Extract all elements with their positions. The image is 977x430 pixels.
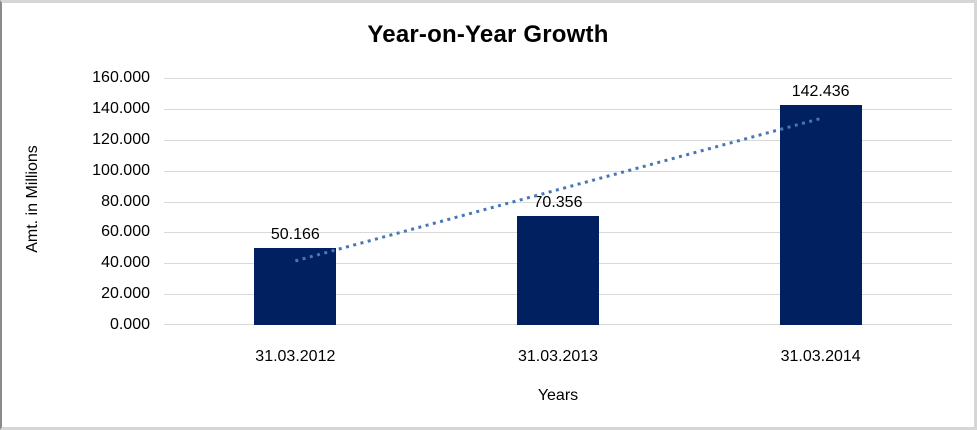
y-tick-label: 60.000 (101, 223, 150, 241)
chart-title: Year-on-Year Growth (367, 21, 609, 48)
x-tick-label: 31.03.2014 (780, 348, 861, 365)
gridline (164, 201, 952, 203)
gridline (164, 108, 952, 110)
y-axis-title-text: Amt. in Millions (24, 145, 41, 253)
bar (779, 105, 862, 325)
gridline (164, 78, 952, 79)
gridline (164, 170, 952, 172)
trendline (294, 117, 822, 263)
y-tick-label: 0.000 (109, 316, 150, 333)
gridline (164, 139, 952, 141)
bar-value-label: 50.166 (270, 225, 320, 243)
y-tick-label: 120.000 (92, 130, 150, 148)
x-tick-label: 31.03.2012 (255, 348, 336, 365)
x-tick-label: 31.03.2013 (517, 348, 599, 365)
y-tick-label: 160.000 (92, 69, 150, 86)
bar-value-label: 70.356 (533, 194, 583, 212)
x-axis-title: Years (537, 387, 579, 404)
y-tick-label: 100.000 (92, 161, 150, 179)
y-tick-label: 80.000 (101, 192, 150, 210)
bar-value-label: 142.436 (791, 83, 850, 101)
bar (517, 216, 599, 325)
y-tick-label: 20.000 (101, 285, 150, 303)
y-tick-label: 140.000 (92, 99, 150, 117)
plot-area: 0.000 20.000 40.000 60.000 80.000 100.000 120.… (92, 69, 952, 333)
y-tick-label: 40.000 (101, 254, 150, 272)
trendline-path (294, 117, 822, 263)
